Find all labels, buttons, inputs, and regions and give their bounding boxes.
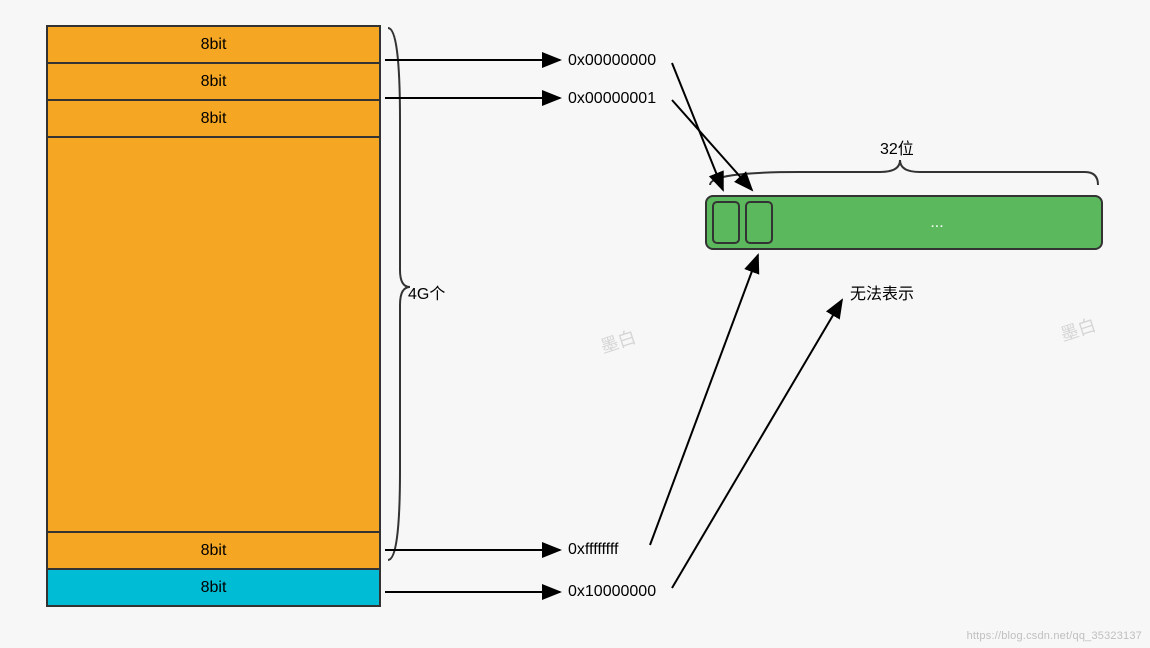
- address-1: 0x00000001: [568, 90, 656, 108]
- bits-rest: ...: [773, 214, 1101, 232]
- memory-cell-gap: [48, 138, 379, 533]
- memory-cell-2: 8bit: [48, 101, 379, 138]
- cell-label: 8bit: [201, 73, 227, 91]
- brace-4g-label: 4G个: [408, 280, 445, 304]
- watermark-1: 墨白: [597, 323, 639, 359]
- bits-32-label: 32位: [880, 135, 914, 159]
- memory-cell-1: 8bit: [48, 64, 379, 101]
- watermark-2: 墨白: [1057, 311, 1099, 347]
- memory-cell-last: 8bit: [48, 533, 379, 570]
- memory-cell-overflow: 8bit: [48, 570, 379, 607]
- bits-bar: ...: [705, 195, 1103, 250]
- cell-label: 8bit: [201, 579, 227, 597]
- bits-box-0: [712, 201, 740, 244]
- csdn-watermark: https://blog.csdn.net/qq_35323137: [967, 630, 1142, 642]
- cell-label: 8bit: [201, 110, 227, 128]
- address-0: 0x00000000: [568, 52, 656, 70]
- memory-stack: 8bit 8bit 8bit 8bit 8bit: [46, 25, 381, 607]
- cannot-express-label: 无法表示: [850, 280, 914, 304]
- bits-box-1: [745, 201, 773, 244]
- memory-cell-0: 8bit: [48, 27, 379, 64]
- address-overflow: 0x10000000: [568, 583, 656, 601]
- cell-label: 8bit: [201, 36, 227, 54]
- cell-label: 8bit: [201, 542, 227, 560]
- address-f: 0xffffffff: [568, 541, 618, 559]
